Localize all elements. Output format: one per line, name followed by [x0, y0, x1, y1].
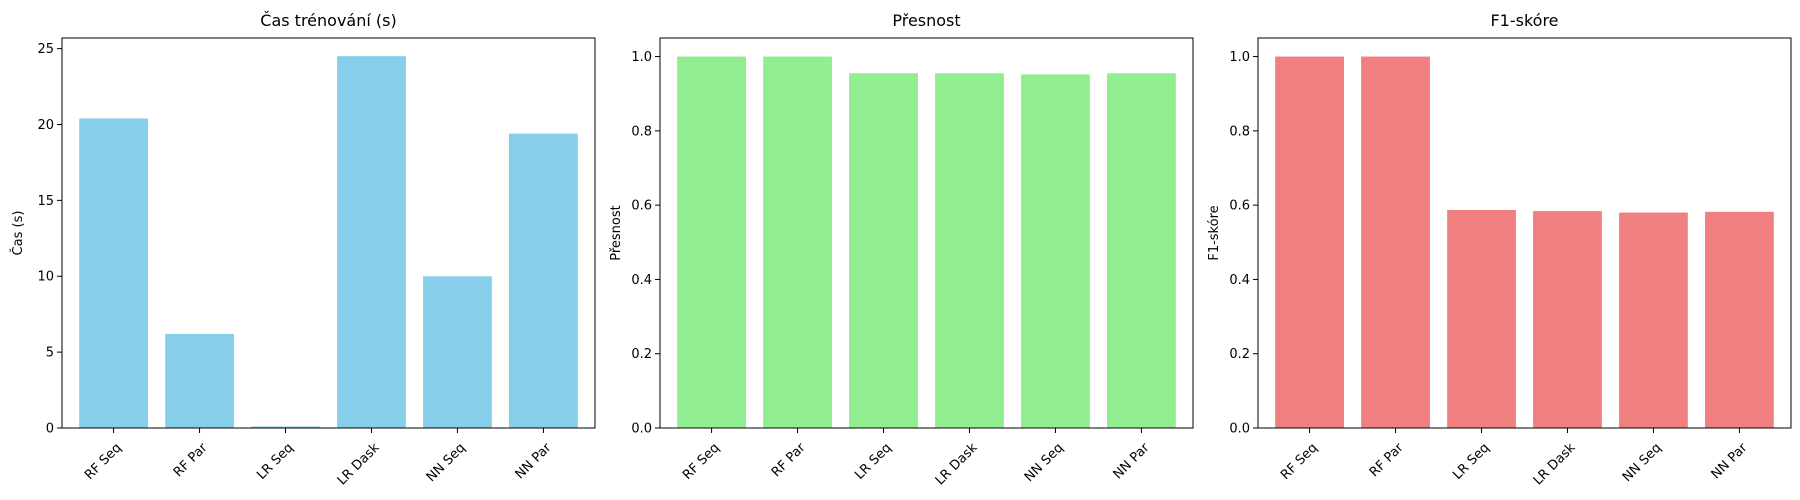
x-tick-label: LR Seq — [254, 440, 296, 482]
bar-nn-par — [509, 133, 578, 428]
bar-rf-seq — [677, 56, 746, 428]
x-tick-label: NN Par — [513, 440, 555, 482]
y-tick-label: 0.0 — [1229, 422, 1250, 437]
bar-lr-seq — [251, 426, 320, 428]
y-axis-label: F1-skóre — [1207, 205, 1222, 260]
y-tick-label: 0.6 — [1229, 199, 1250, 214]
chart-panel-3: RF Seq RF Par LR Seq LR Dask NN Seq NN Par 0.0… — [1207, 11, 1792, 488]
x-tick-label: RF Par — [769, 440, 809, 480]
y-tick-label: 5 — [46, 346, 54, 361]
plot-frame — [61, 37, 596, 429]
bar-rf-seq — [79, 118, 148, 429]
bar-lr-seq — [1447, 209, 1516, 428]
y-axis-label: Přesnost — [609, 205, 624, 261]
bar-nn-seq — [1619, 212, 1688, 428]
y-tick-label: 15 — [37, 194, 54, 209]
x-tick-label: LR Dask — [1531, 440, 1579, 488]
y-tick-label: 20 — [37, 118, 54, 133]
y-tick-label: 10 — [37, 270, 54, 285]
bar-nn-par — [1705, 211, 1774, 428]
bar-rf-seq — [1275, 56, 1344, 428]
x-tick-label: LR Seq — [1450, 440, 1492, 482]
y-tick-label: 1.0 — [631, 50, 652, 65]
y-tick-label: 0.6 — [631, 199, 652, 214]
x-tick-label: LR Dask — [335, 440, 383, 488]
bar-lr-dask — [935, 73, 1004, 428]
y-tick-label: 0.8 — [1229, 124, 1250, 139]
y-tick-label: 0.4 — [631, 273, 652, 288]
x-tick-label: NN Seq — [424, 440, 469, 485]
bar-nn-seq — [1021, 74, 1090, 429]
x-tick-label: NN Par — [1111, 440, 1153, 482]
bar-lr-dask — [337, 56, 406, 429]
bar-rf-par — [1361, 56, 1430, 428]
x-tick-label: LR Dask — [933, 440, 981, 488]
bar-rf-par — [763, 56, 832, 428]
y-tick-label: 0.8 — [631, 124, 652, 139]
x-tick-label: NN Par — [1709, 440, 1751, 482]
bar-nn-par — [1107, 73, 1176, 428]
x-tick-label: RF Seq — [82, 440, 125, 483]
x-tick-label: LR Seq — [852, 440, 894, 482]
bar-nn-seq — [423, 276, 492, 428]
y-tick-label: 0.0 — [631, 422, 652, 437]
x-tick-label: RF Seq — [680, 440, 723, 483]
x-tick-label: RF Par — [1367, 440, 1407, 480]
bar-lr-dask — [1533, 211, 1602, 428]
y-tick-label: 0.4 — [1229, 273, 1250, 288]
chart-title: F1-skóre — [1490, 11, 1558, 30]
chart-panel-1: RF Seq RF Par LR Seq LR Dask NN Seq NN Par 0 5 1… — [10, 11, 596, 488]
chart-panel-2: RF Seq RF Par LR Seq LR Dask NN Seq NN Par 0.0… — [609, 11, 1194, 488]
plot-frame — [1257, 37, 1792, 429]
plot-frame — [659, 37, 1194, 429]
y-tick-label: 25 — [37, 42, 54, 57]
y-tick-label: 0.2 — [631, 347, 652, 362]
x-tick-label: NN Seq — [1620, 440, 1665, 485]
y-tick-label: 0 — [46, 422, 54, 437]
y-tick-label: 1.0 — [1229, 50, 1250, 65]
bar-lr-seq — [849, 73, 918, 428]
x-tick-label: RF Seq — [1278, 440, 1321, 483]
chart-title: Čas trénování (s) — [260, 11, 396, 30]
y-axis-label: Čas (s) — [10, 211, 26, 256]
chart-title: Přesnost — [892, 11, 960, 30]
x-tick-label: RF Par — [171, 440, 211, 480]
y-tick-label: 0.2 — [1229, 347, 1250, 362]
bar-rf-par — [165, 333, 234, 428]
x-tick-label: NN Seq — [1022, 440, 1067, 485]
